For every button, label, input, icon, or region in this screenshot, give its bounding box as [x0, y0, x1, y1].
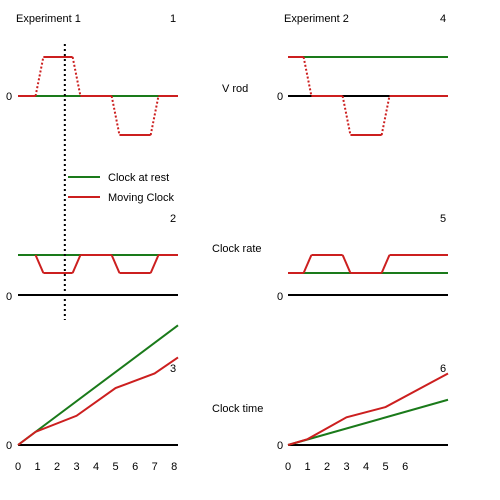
clock-time-moving-line-2 [287, 372, 449, 446]
clock-rate-moving-line-2-segment [380, 254, 391, 274]
zero-label-5: 0 [277, 291, 283, 303]
row-label-clock-rate: Clock rate [212, 243, 262, 255]
clock-rate-moving-line-1-segment [71, 254, 82, 274]
v-rod-moving-line-2-segment [380, 95, 391, 136]
x-tick-label: 8 [171, 461, 177, 473]
x-tick-label: 3 [74, 461, 80, 473]
x-tick-label: 0 [285, 461, 291, 473]
x-tick-label: 1 [35, 461, 41, 473]
clock-time-moving-line-1 [17, 356, 179, 446]
zero-label-1: 0 [6, 91, 12, 103]
panel-number-3: 3 [170, 363, 176, 375]
x-tick-label: 5 [113, 461, 119, 473]
x-tick-label: 2 [54, 461, 60, 473]
x-tick-label: 6 [132, 461, 138, 473]
x-tick-label: 5 [383, 461, 389, 473]
plot-layer: 0 1 2 3 4 5 6 7 8 0 1 2 3 4 5 6 [15, 44, 449, 473]
zero-label-6: 0 [277, 440, 283, 452]
v-rod-moving-line-1-segment [110, 95, 121, 136]
x-tick-label: 4 [363, 461, 369, 473]
clock-rate-moving-line-2-segment [341, 254, 352, 274]
v-rod-moving-line-1-segment [34, 56, 45, 97]
panel-number-5: 5 [440, 213, 446, 225]
x-tick-label: 6 [402, 461, 408, 473]
row-label-v-rod: V rod [222, 83, 248, 95]
experiment-1-title: Experiment 1 [16, 13, 81, 25]
legend-rest-label: Clock at rest [108, 172, 169, 184]
clock-rate-moving-line-1-segment [110, 254, 121, 274]
zero-label-3: 0 [6, 440, 12, 452]
zero-label-4: 0 [277, 91, 283, 103]
experiment-2-title: Experiment 2 [284, 13, 349, 25]
zero-label-2: 0 [6, 291, 12, 303]
x-tick-label: 4 [93, 461, 99, 473]
x-tick-label: 3 [344, 461, 350, 473]
x-tick-label: 1 [305, 461, 311, 473]
row-label-clock-time: Clock time [212, 403, 263, 415]
x-tick-label: 7 [152, 461, 158, 473]
x-tick-label: 0 [15, 461, 21, 473]
clock-time-rest-line-1 [17, 324, 179, 446]
x-tick-label: 2 [324, 461, 330, 473]
clock-rate-moving-line-1-segment [34, 254, 45, 274]
v-rod-moving-line-2-segment [302, 56, 313, 97]
panel-number-4: 4 [440, 13, 446, 25]
v-rod-moving-line-1-segment [149, 95, 160, 136]
v-rod-moving-line-2-segment [341, 95, 352, 136]
clock-rate-moving-line-2-segment [302, 254, 313, 274]
legend-moving-label: Moving Clock [108, 192, 175, 204]
panel-number-6: 6 [440, 363, 446, 375]
v-rod-moving-line-1-segment [71, 56, 82, 97]
clock-time-rest-line-2 [287, 398, 449, 446]
panel-number-2: 2 [170, 213, 176, 225]
panel-number-1: 1 [170, 13, 176, 25]
clock-rate-moving-line-1-segment [149, 254, 160, 274]
